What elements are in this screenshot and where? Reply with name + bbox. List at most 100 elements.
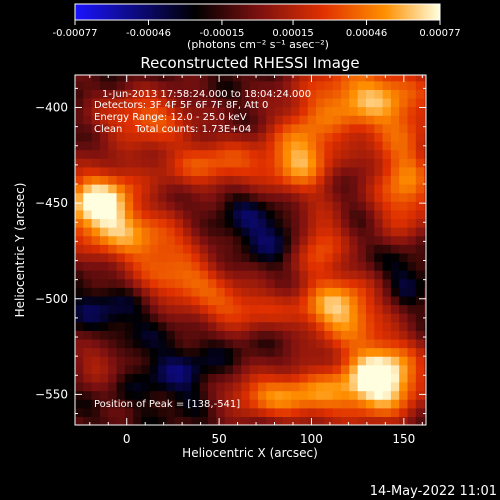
heatmap-cell [307,416,317,425]
colorbar-units: (photons cm⁻² s⁻¹ asec⁻²) [187,38,329,51]
heatmap-cell [382,201,392,211]
heatmap-cell [424,407,426,417]
heatmap-cell [299,201,309,211]
heatmap-cell [199,106,209,116]
heatmap-cell [133,278,143,288]
heatmap-cell [166,330,176,340]
heatmap-cell [116,390,126,400]
heatmap-cell [257,295,267,306]
heatmap-cell [241,201,251,211]
heatmap-cell [257,407,267,417]
heatmap-cell [249,115,259,125]
heatmap-cell [149,390,159,400]
heatmap-cell [232,123,242,133]
heatmap-cell [407,390,417,400]
heatmap-cell [374,338,384,349]
heatmap-cell [199,304,209,314]
heatmap-cell [399,278,409,288]
heatmap-cell [183,75,192,82]
heatmap-cell [382,407,392,417]
heatmap-cell [349,158,359,168]
heatmap-cell [124,364,134,374]
heatmap-cell [415,115,425,125]
heatmap-cell [349,338,359,349]
heatmap-cell [365,287,375,297]
heatmap-cell [224,97,234,108]
heatmap-cell [349,166,359,177]
heatmap-cell [166,347,176,357]
heatmap-cell [349,227,359,237]
heatmap-cell [216,252,226,263]
heatmap-cell [307,75,317,82]
heatmap-cell [291,381,301,392]
heatmap-cell [407,330,417,340]
heatmap-cell [232,166,242,177]
heatmap-cell [266,347,276,357]
heatmap-cell [124,321,134,331]
heatmap-cell [365,106,375,116]
heatmap-cell [291,390,301,400]
heatmap-cell [174,252,184,263]
heatmap-cell [257,347,267,357]
heatmap-cell [83,270,93,280]
heatmap-cell [257,278,267,288]
heatmap-cell [75,89,84,99]
heatmap-cell [266,321,276,331]
heatmap-cell [316,390,325,400]
heatmap-cell [307,175,317,185]
heatmap-cell [108,89,118,99]
heatmap-cell [316,356,325,366]
heatmap-cell [390,347,400,357]
heatmap-cell [324,416,334,425]
heatmap-cell [332,270,342,280]
heatmap-cell [91,252,101,263]
heatmap-cell [91,416,101,425]
heatmap-cell [124,356,134,366]
heatmap-cell [149,158,159,168]
heatmap-cell [291,373,301,383]
heatmap-cell [341,218,350,228]
heatmap-cell [133,364,143,374]
heatmap-cell [407,287,417,297]
heatmap-cell [341,97,350,108]
heatmap-cell [166,227,176,237]
heatmap-cell [249,287,259,297]
heatmap-cell [316,123,325,133]
heatmap-cell [407,123,417,133]
heatmap-cell [390,304,400,314]
heatmap-cell [91,244,101,254]
heatmap-cell [266,356,276,366]
heatmap-cell [191,184,201,194]
heatmap-cell [349,390,359,400]
heatmap-cell [108,244,118,254]
heatmap-cell [282,158,292,168]
heatmap-cell [374,381,384,392]
heatmap-cell [149,235,159,245]
heatmap-cell [149,149,159,159]
heatmap-cell [133,295,143,306]
heatmap-cell [83,218,93,228]
heatmap-cell [133,149,143,159]
heatmap-cell [124,295,134,306]
heatmap-cell [124,218,134,228]
heatmap-cell [332,330,342,340]
heatmap-cell [316,407,325,417]
heatmap-cell [382,235,392,245]
heatmap-cell [332,166,342,177]
heatmap-cell [282,175,292,185]
heatmap-cell [232,287,242,297]
heatmap-cell [174,80,184,90]
heatmap-cell [365,235,375,245]
heatmap-cell [141,235,151,245]
heatmap-cell [99,416,109,425]
heatmap-cell [116,347,126,357]
heatmap-cell [341,373,350,383]
heatmap-cell [332,149,342,159]
heatmap-cell [399,287,409,297]
heatmap-cell [174,399,184,409]
heatmap-cell [216,97,226,108]
heatmap-cell [208,373,217,383]
heatmap-cell [307,399,317,409]
heatmap-cell [374,235,384,245]
heatmap-cell [158,416,168,425]
